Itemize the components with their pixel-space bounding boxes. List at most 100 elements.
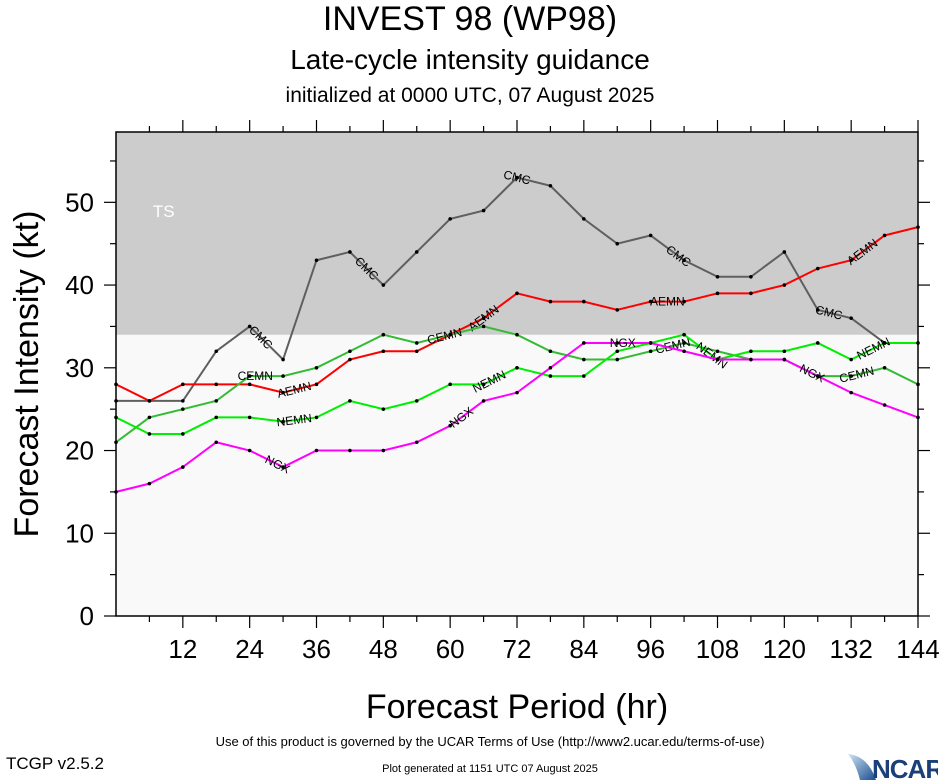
- data-point: [682, 299, 686, 304]
- x-tick-label: 72: [503, 634, 532, 664]
- x-tick-label: 24: [235, 634, 264, 664]
- data-point: [448, 332, 452, 337]
- data-point: [381, 448, 386, 453]
- data-point: [749, 291, 753, 296]
- data-point: [615, 241, 620, 246]
- series-label: NGX: [610, 336, 636, 350]
- data-point: [247, 382, 252, 387]
- series-label: CMC: [502, 167, 532, 187]
- x-tick-label: 12: [168, 634, 197, 664]
- data-point: [414, 250, 419, 254]
- y-tick-label: 20: [65, 436, 94, 466]
- data-point: [849, 316, 853, 320]
- y-tick-label: 10: [65, 518, 94, 548]
- data-point: [582, 374, 586, 378]
- data-point: [214, 440, 219, 445]
- data-point: [281, 465, 285, 469]
- data-point: [849, 357, 853, 362]
- data-point: [882, 365, 887, 370]
- x-tick-label: 132: [829, 634, 872, 664]
- data-point: [582, 217, 586, 221]
- data-point: [548, 349, 553, 354]
- x-axis-label: Forecast Period (hr): [366, 688, 668, 726]
- data-point: [749, 274, 753, 279]
- terms-of-use: Use of this product is governed by the U…: [215, 734, 765, 749]
- band-label: TS: [153, 202, 175, 221]
- data-point: [782, 250, 787, 254]
- data-point: [247, 324, 252, 329]
- data-point: [715, 349, 720, 354]
- data-point: [615, 349, 620, 354]
- x-tick-label: 36: [302, 634, 331, 664]
- data-point: [281, 419, 285, 424]
- data-point: [381, 332, 386, 337]
- data-point: [715, 357, 720, 362]
- x-tick-label: 144: [896, 634, 939, 664]
- data-point: [348, 399, 352, 403]
- data-point: [481, 399, 486, 403]
- data-point: [615, 341, 620, 345]
- data-point: [214, 415, 219, 420]
- data-point: [515, 175, 519, 180]
- data-point: [381, 349, 386, 354]
- data-point: [348, 448, 352, 453]
- data-point: [214, 382, 219, 387]
- data-point: [348, 250, 352, 254]
- generated-time: Plot generated at 1151 UTC 07 August 202…: [382, 763, 598, 775]
- data-point: [481, 208, 486, 213]
- data-point: [181, 399, 185, 403]
- data-point: [414, 341, 419, 345]
- data-point: [548, 299, 553, 304]
- data-point: [715, 274, 720, 279]
- data-point: [882, 341, 887, 345]
- data-point: [281, 357, 285, 362]
- data-point: [749, 357, 753, 362]
- data-point: [548, 365, 553, 370]
- data-point: [481, 382, 486, 387]
- data-point: [448, 423, 452, 428]
- data-point: [648, 349, 653, 354]
- data-point: [214, 399, 219, 403]
- intensity-chart: TSCMCCMCCMCCMCCMCAEMNAEMNAEMNAEMNCEMNCEM…: [8, 120, 940, 726]
- data-point: [515, 390, 519, 395]
- series-label: CMC: [814, 303, 844, 323]
- y-tick-label: 50: [65, 187, 94, 217]
- data-point: [147, 415, 152, 420]
- data-point: [414, 399, 419, 403]
- x-tick-label: 96: [636, 634, 665, 664]
- data-point: [515, 365, 519, 370]
- data-point: [582, 341, 586, 345]
- data-point: [348, 349, 352, 354]
- data-point: [648, 233, 653, 238]
- data-point: [181, 432, 185, 436]
- data-point: [247, 415, 252, 420]
- data-point: [314, 258, 319, 263]
- data-point: [147, 432, 152, 436]
- x-tick-label: 60: [436, 634, 465, 664]
- data-point: [849, 258, 853, 263]
- data-point: [314, 415, 319, 420]
- data-point: [314, 382, 319, 387]
- chart-title: INVEST 98 (WP98): [322, 0, 618, 38]
- data-point: [381, 283, 386, 287]
- series-line-cmc: [116, 176, 886, 402]
- band-ts: [116, 132, 918, 335]
- data-point: [481, 324, 486, 329]
- x-tick-label: 84: [569, 634, 598, 664]
- data-point: [815, 308, 820, 312]
- data-point: [715, 291, 720, 296]
- data-point: [414, 440, 419, 445]
- y-tick-label: 30: [65, 353, 94, 383]
- data-point: [348, 357, 352, 362]
- y-axis-label: Forecast Intensity (kt): [8, 211, 46, 538]
- data-point: [548, 183, 553, 188]
- data-point: [749, 349, 753, 354]
- data-point: [849, 374, 853, 378]
- data-point: [515, 291, 519, 296]
- data-point: [582, 357, 586, 362]
- data-point: [448, 217, 452, 221]
- series-label: NEMN: [276, 411, 313, 429]
- data-point: [682, 341, 686, 345]
- data-point: [381, 407, 386, 411]
- y-tick-label: 0: [80, 601, 94, 631]
